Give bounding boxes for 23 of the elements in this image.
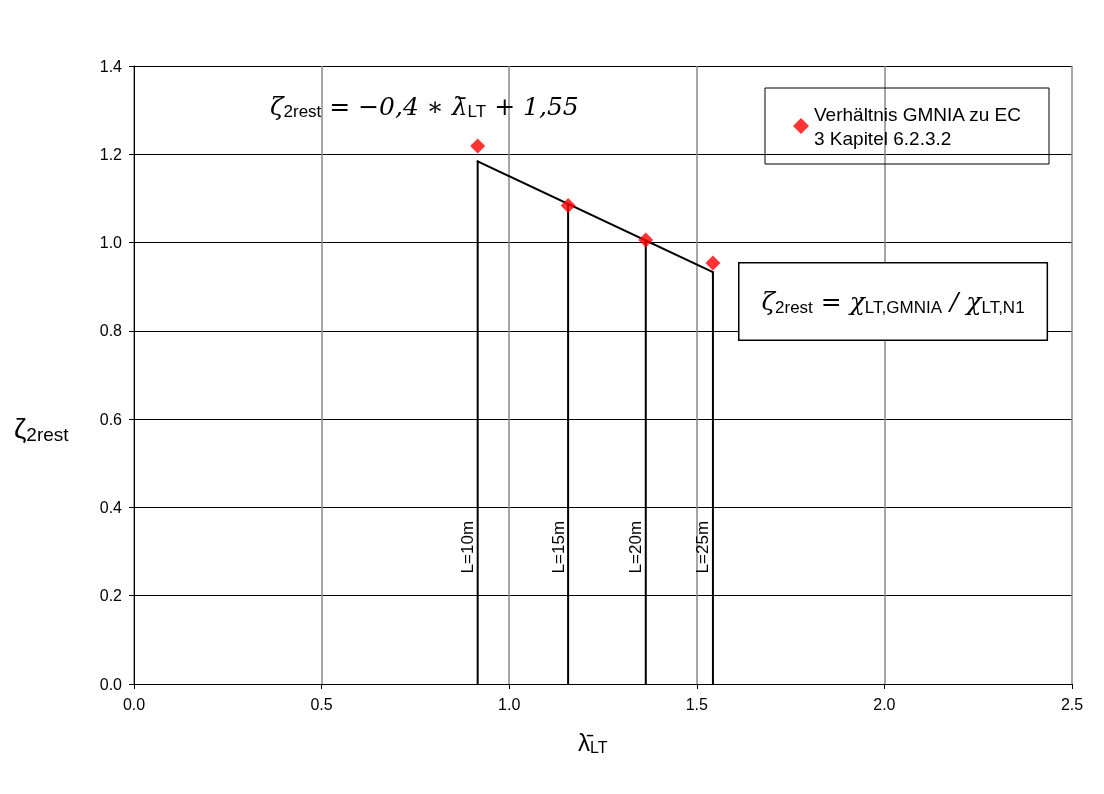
x-tick-label: 0.0 [122,695,146,713]
legend-label: Verhältnis GMNIA zu EC 3 Kapitel 6.2.3.2 [814,103,1027,149]
annotation: ζ2rest = χLT,GMNIA / χLT,N1 [761,287,1025,317]
y-tick-label: 1.0 [99,234,123,252]
annotation: L=25m [693,520,713,574]
text: = −0,4 ∗ λ̄LT + 1,55 [329,91,579,121]
y-tick-label: 1.4 [99,57,123,75]
y-tick-label: 0.0 [99,675,123,693]
x-tick-label: 1.0 [498,695,521,713]
y-tick-label: 0.6 [99,410,123,428]
y-tick-label: 0.4 [99,498,123,516]
annotation: L=10m [458,520,478,574]
annotation: L=20m [626,520,646,574]
y-axis-title: ζ2rest [270,91,322,121]
y-tick-label: 1.2 [99,145,123,163]
x-tick-label: 1.5 [685,695,709,713]
x-tick-label: 2.5 [1060,695,1084,713]
x-axis-title: λ̄LT [578,728,608,756]
x-tick-label: 0.5 [310,695,333,713]
y-tick-label: 0.8 [99,322,123,340]
annotation: L=15m [548,520,568,574]
y-tick-label: 0.2 [99,587,123,605]
x-tick-label: 2.0 [873,695,896,713]
